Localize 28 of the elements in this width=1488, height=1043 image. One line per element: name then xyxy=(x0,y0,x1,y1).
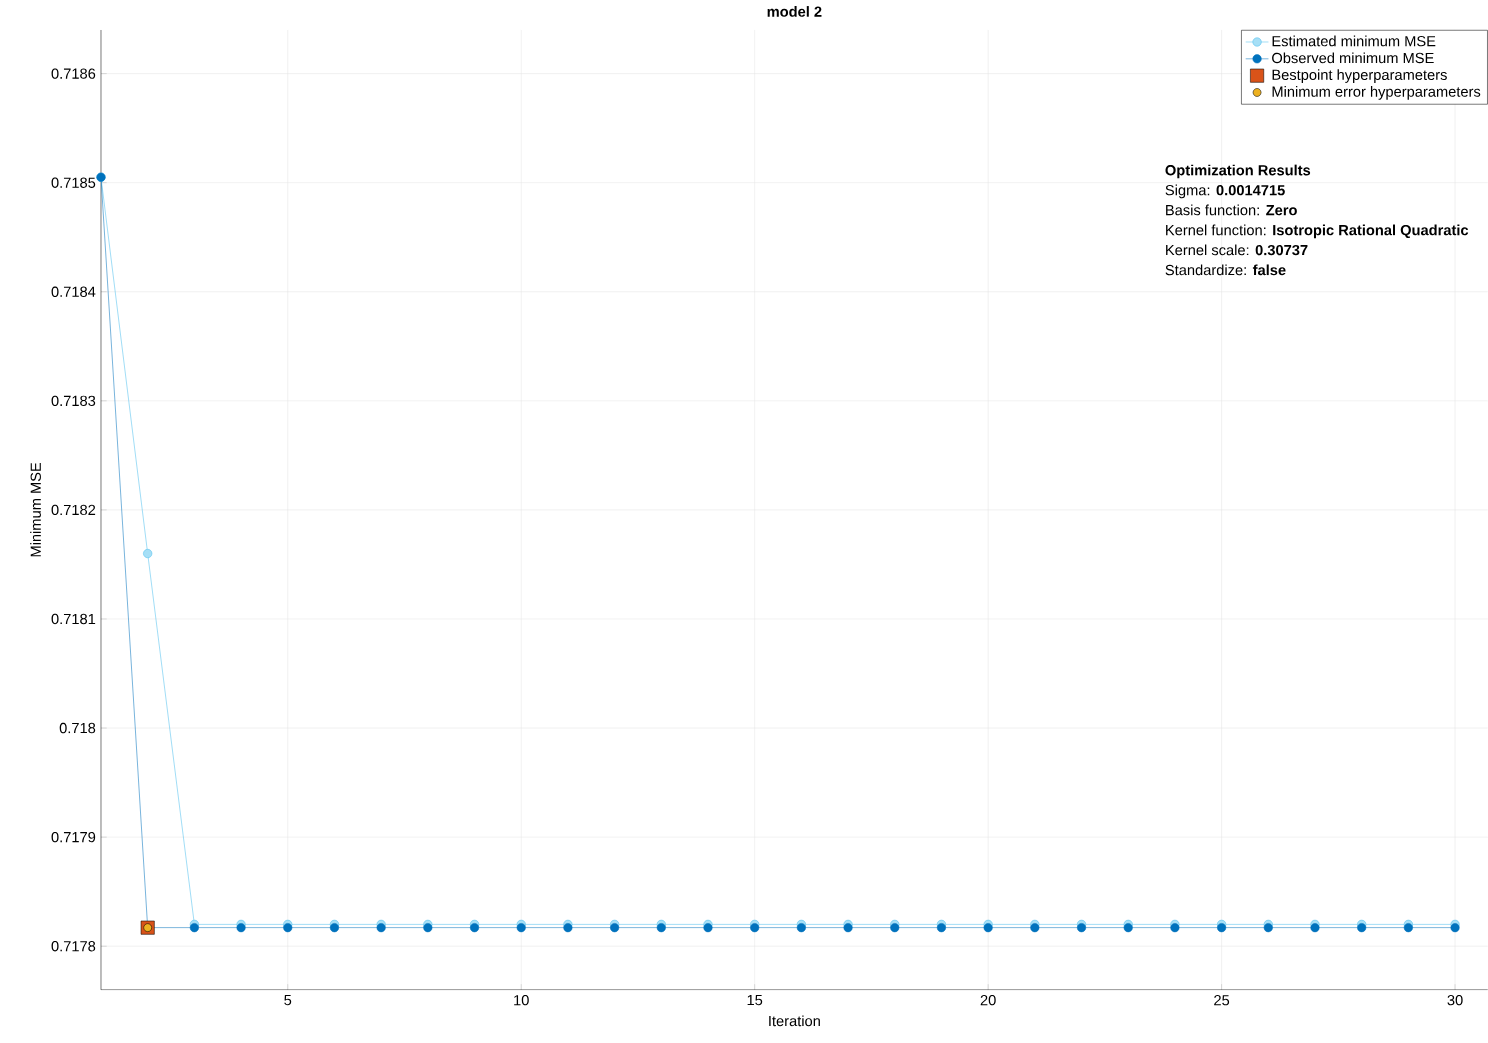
y-tick-label: 0.7182 xyxy=(51,504,96,516)
annotation: Optimization Results xyxy=(1165,164,1311,179)
x-tick-label: 15 xyxy=(747,995,763,1006)
y-tick-label: 0.7181 xyxy=(51,613,96,625)
y-tick-label: 0.718 xyxy=(59,722,96,734)
legend-label: Bestpoint hyperparameters xyxy=(1272,69,1447,83)
annotation: Kernel function: Isotropic Rational Quadratic xyxy=(1166,224,1469,239)
y-tick-label: 0.7179 xyxy=(51,832,96,843)
x-tick-label: 20 xyxy=(980,995,996,1006)
x-axis-title: Iteration xyxy=(769,1015,820,1027)
x-tick-label: 25 xyxy=(1214,995,1230,1006)
x-tick-label: 30 xyxy=(1447,995,1463,1006)
chart-title: model 2 xyxy=(767,6,822,17)
y-tick-label: 0.7178 xyxy=(51,941,96,952)
x-tick-label: 5 xyxy=(284,995,292,1006)
x-tick-label: 10 xyxy=(514,995,529,1006)
y-axis-title: Minimum MSE xyxy=(30,463,41,557)
y-tick-label: 0.7183 xyxy=(51,395,96,407)
y-tick-label: 0.7184 xyxy=(51,286,96,298)
y-tick-label: 0.7186 xyxy=(51,68,96,79)
legend-label: Minimum error hyperparameters xyxy=(1272,86,1481,100)
y-tick-label: 0.7185 xyxy=(51,177,96,188)
annotation: Standardize: false xyxy=(1165,264,1286,276)
legend-label: Observed minimum MSE xyxy=(1272,52,1434,64)
legend-label: Estimated minimum MSE xyxy=(1272,35,1436,47)
annotation: Basis function: Zero xyxy=(1166,204,1297,216)
annotation: Sigma: 0.0014715 xyxy=(1165,184,1285,199)
annotation: Kernel scale: 0.30737 xyxy=(1166,244,1308,256)
